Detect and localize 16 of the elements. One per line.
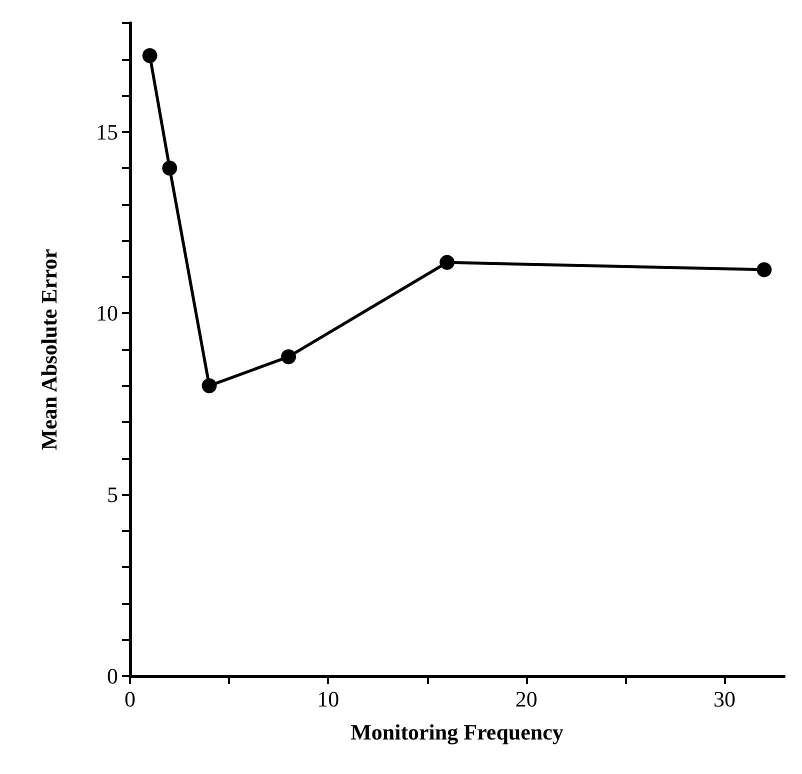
y-tick-label: 10 xyxy=(96,300,118,326)
point xyxy=(440,254,455,270)
y-tick-label: 5 xyxy=(107,482,118,508)
point xyxy=(202,378,217,394)
x-axis-title: Monitoring Frequency xyxy=(350,720,564,744)
y-tick-label: 15 xyxy=(96,119,118,144)
point xyxy=(162,160,178,176)
point xyxy=(281,349,296,364)
x-tick-label: 20 xyxy=(515,686,538,712)
x-tick-label: 10 xyxy=(317,686,340,712)
point xyxy=(142,48,158,64)
x-tick-label: 0 xyxy=(124,686,136,712)
x-tick-label: 30 xyxy=(714,686,736,712)
point xyxy=(756,262,772,278)
y-tick-label: 0 xyxy=(107,664,118,688)
y-axis-title: Mean Absolute Error xyxy=(36,248,62,450)
